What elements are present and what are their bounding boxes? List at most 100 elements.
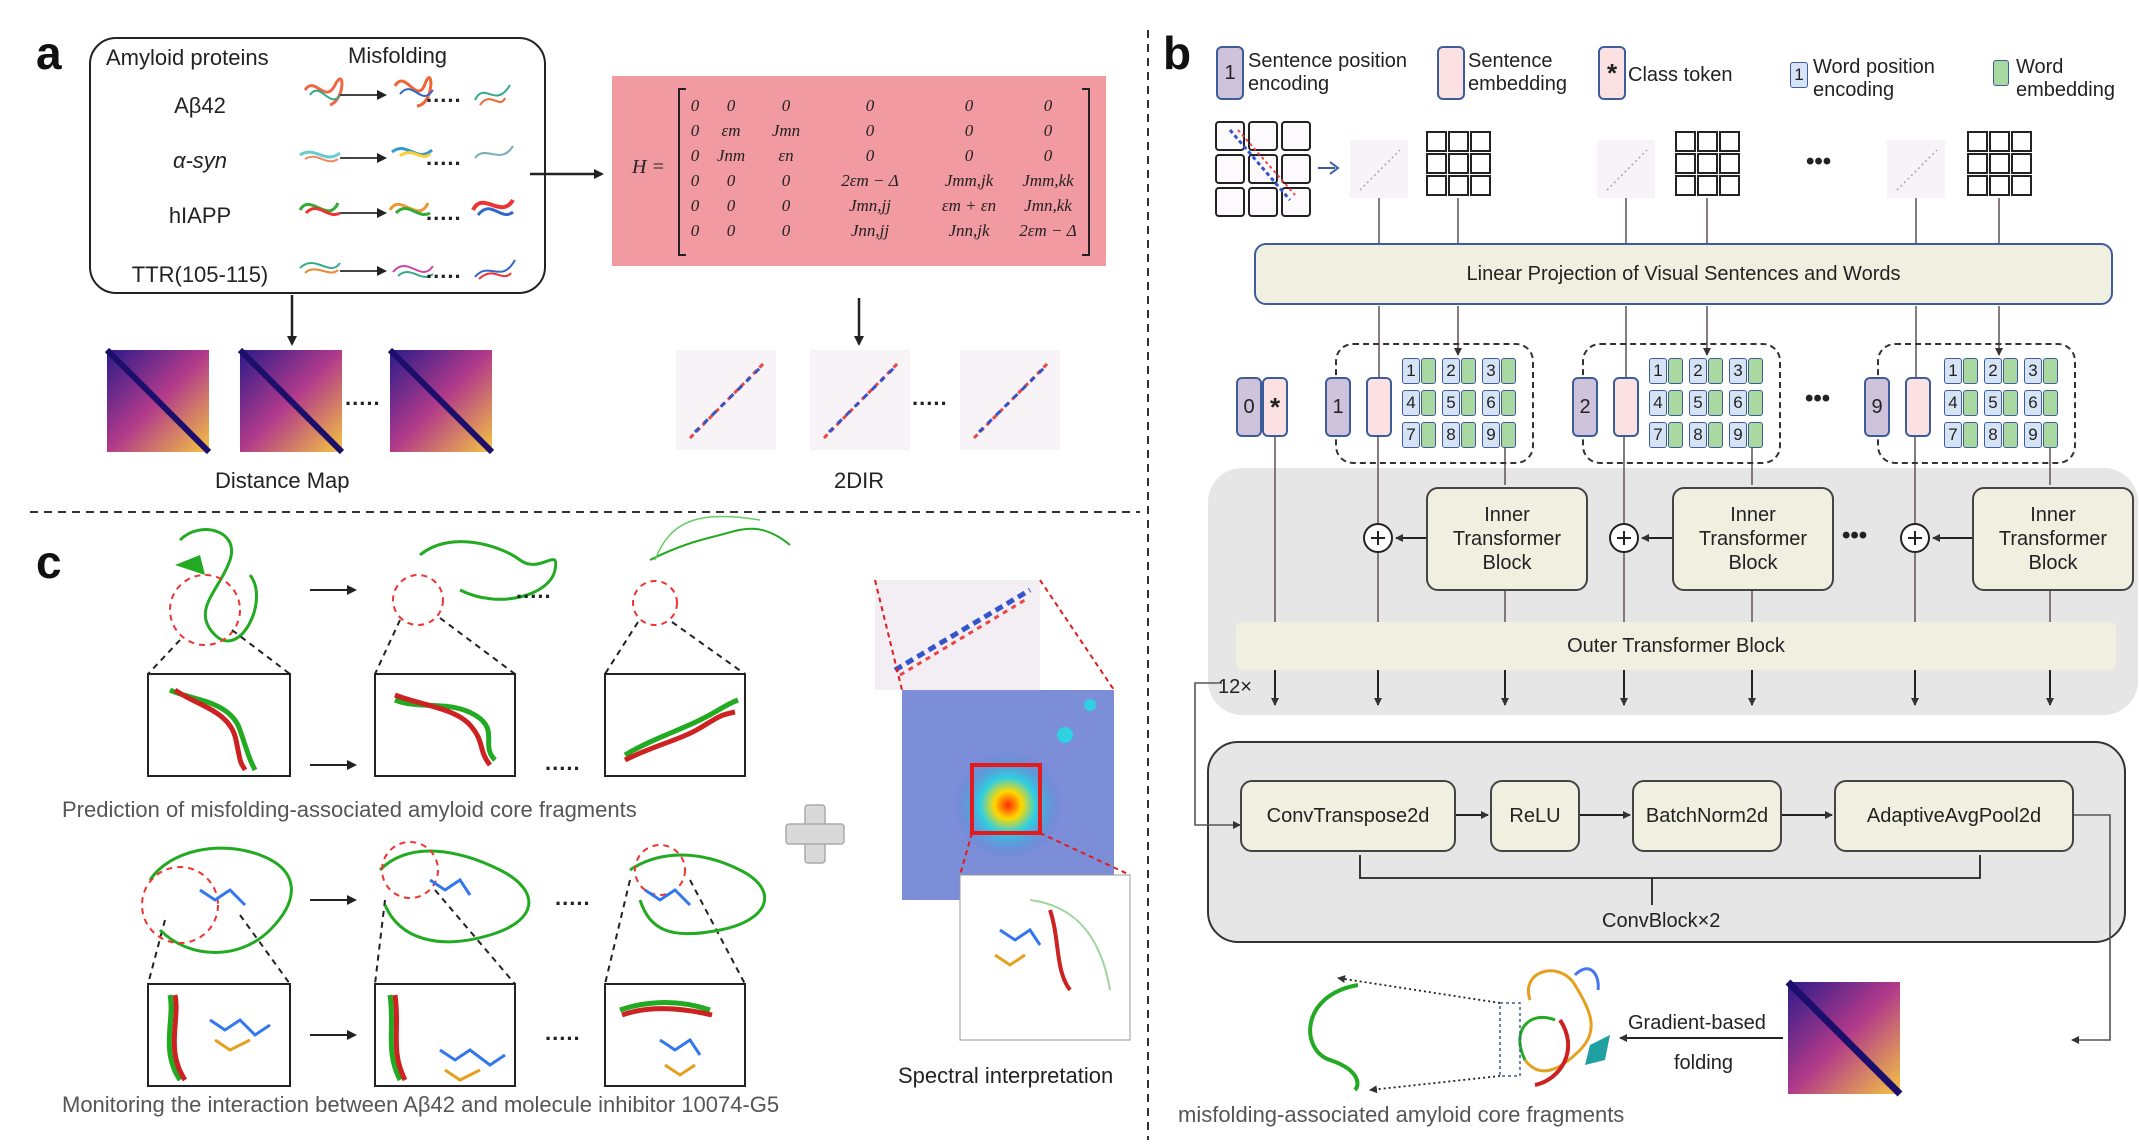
word-position-tile: 3: [2024, 358, 2042, 384]
legend-word-embedding-label: Word embedding: [2016, 56, 2115, 101]
word-embedding-tile: [1963, 358, 1978, 384]
word-embedding-tile: [2003, 358, 2018, 384]
matrix-row: 0 0 0 Jnn,jj Jnn,jk 2εm − Δ: [684, 217, 1082, 242]
word-position-tile: 8: [1689, 422, 1707, 448]
class-token-tile: *: [1262, 377, 1288, 437]
word-position-tile: 6: [1729, 390, 1747, 416]
word-position-tile: 4: [1649, 390, 1667, 416]
matrix-row: 0 0 0 2εm − Δ Jmm,jk Jmm,kk: [684, 167, 1082, 192]
word-position-tile: 3: [1482, 358, 1500, 384]
word-embedding-tile: [1501, 422, 1516, 448]
misfolding-header: Misfolding: [348, 43, 448, 68]
word-position-tile: 2: [1442, 358, 1460, 384]
repeat-12x: 12×: [1218, 676, 1252, 698]
linear-projection-block: Linear Projection of Visual Sentences an…: [1254, 243, 2113, 305]
dots-4: .....: [426, 258, 462, 283]
word-embedding-tile: [1421, 422, 1436, 448]
matrix-cell: 0: [781, 196, 791, 215]
token-ellipsis: •••: [1805, 385, 1831, 412]
legend-word-position-tile: 1: [1790, 62, 1808, 88]
sentence-embedding-2: [1613, 377, 1639, 437]
word-position-tile: 6: [2024, 390, 2042, 416]
word-position-tile: 7: [1649, 422, 1667, 448]
legend-word-position-label: Word position encoding: [1813, 56, 1935, 101]
inner-transformer-block-2: Inner Transformer Block: [1672, 487, 1834, 591]
word-embedding-tile: [2003, 390, 2018, 416]
plus-icon: [785, 804, 845, 864]
matrix-cell: 0: [690, 121, 700, 140]
word-embedding-tile: [1748, 422, 1763, 448]
protein-structures: [298, 76, 516, 280]
matrix-cell: 0: [1043, 121, 1053, 140]
sentence-position-1: 1: [1325, 377, 1351, 437]
dots-distance: .....: [345, 385, 381, 410]
word-position-tile: 2: [1689, 358, 1707, 384]
legend-class-token-tile: *: [1598, 46, 1626, 100]
matrix-cell: 0: [726, 96, 736, 115]
word-position-tile: 6: [1482, 390, 1500, 416]
matrix-cell: 0: [865, 146, 875, 165]
matrix-cell: 0: [964, 96, 974, 115]
matrix-cell: 0: [690, 171, 700, 190]
c-zoom-boxes-top: [147, 673, 746, 777]
matrix-cell: 0: [690, 146, 700, 165]
word-embedding-tile: [1421, 358, 1436, 384]
word-grids: [1426, 131, 2032, 196]
matrix-cell: 2εm − Δ: [1019, 221, 1077, 240]
twodir-maps: [676, 350, 1060, 450]
distance-map-label: Distance Map: [215, 468, 350, 493]
matrix-row: 0 0 0 0 0 0: [684, 92, 1082, 117]
matrix-cell: 0: [781, 96, 791, 115]
word-position-tile: 5: [1442, 390, 1460, 416]
word-embedding-tile: [1668, 358, 1683, 384]
word-position-tile: 5: [1984, 390, 2002, 416]
input-grid: [1215, 121, 1340, 217]
class-position-tile: 0: [1236, 377, 1262, 437]
word-position-tile: 4: [1402, 390, 1420, 416]
word-embedding-tile: [1421, 390, 1436, 416]
word-embedding-tile: [1748, 358, 1763, 384]
adaptive-avg-pool2d-block: AdaptiveAvgPool2d: [1834, 780, 2074, 852]
protein-label-hiapp: hIAPP: [168, 203, 232, 228]
legend-word-embedding-tile: [1993, 60, 2009, 86]
matrix-bracket-left: [678, 88, 686, 256]
block-ellipsis: •••: [1842, 522, 1868, 549]
word-position-tile: 2: [1984, 358, 2002, 384]
c-dots-3: .....: [555, 885, 591, 910]
hamiltonian-matrix: H = 0 0 0 0 0 0 0 εm Jmn 0 0 0 0 Jnm εn 0 0 0 0 0 0 2εm − Δ Jm…: [612, 76, 1106, 266]
legend-sentence-embedding-tile: [1437, 46, 1465, 100]
matrix-cell: Jmn,jj: [848, 196, 892, 215]
matrix-cell: Jmn,kk: [1024, 196, 1072, 215]
matrix-row: 0 0 0 Jmn,jj εm + εn Jmn,kk: [684, 192, 1082, 217]
word-position-tile: 8: [1442, 422, 1460, 448]
matrix-cell: εm: [721, 121, 741, 140]
word-embedding-tile: [1708, 390, 1723, 416]
c-dots-4: .....: [545, 1020, 581, 1045]
matrix-cell: 0: [1043, 146, 1053, 165]
matrix-cell: 0: [690, 96, 700, 115]
inner-transformer-block-9: Inner Transformer Block: [1972, 487, 2134, 591]
panel-label-b: b: [1163, 27, 1192, 79]
c-dots-1: .....: [516, 578, 552, 603]
caption-prediction: Prediction of misfolding-associated amyl…: [62, 797, 637, 822]
matrix-cell: 0: [690, 221, 700, 240]
word-embedding-tile: [1668, 422, 1683, 448]
word-embedding-tile: [1748, 390, 1763, 416]
matrix-cell: 2εm − Δ: [841, 171, 899, 190]
matrix-cell: Jmm,jk: [944, 171, 994, 190]
patch-row: [1350, 140, 1945, 198]
word-embedding-tile: [1461, 390, 1476, 416]
word-position-tile: 1: [1649, 358, 1667, 384]
relu-block: ReLU: [1490, 780, 1580, 852]
word-embedding-tile: [1461, 422, 1476, 448]
sentence-embedding-9: [1905, 377, 1931, 437]
amyloid-proteins-header: Amyloid proteins: [106, 45, 269, 70]
matrix-cell: 0: [865, 96, 875, 115]
word-position-tile: 7: [1944, 422, 1962, 448]
word-embedding-tile: [1963, 422, 1978, 448]
spectral-cube: [874, 579, 1131, 1041]
fragment-structure: [1308, 983, 1360, 1092]
matrix-cell: Jnm: [716, 146, 746, 165]
word-position-tile: 7: [1402, 422, 1420, 448]
word-embedding-tile: [1501, 390, 1516, 416]
